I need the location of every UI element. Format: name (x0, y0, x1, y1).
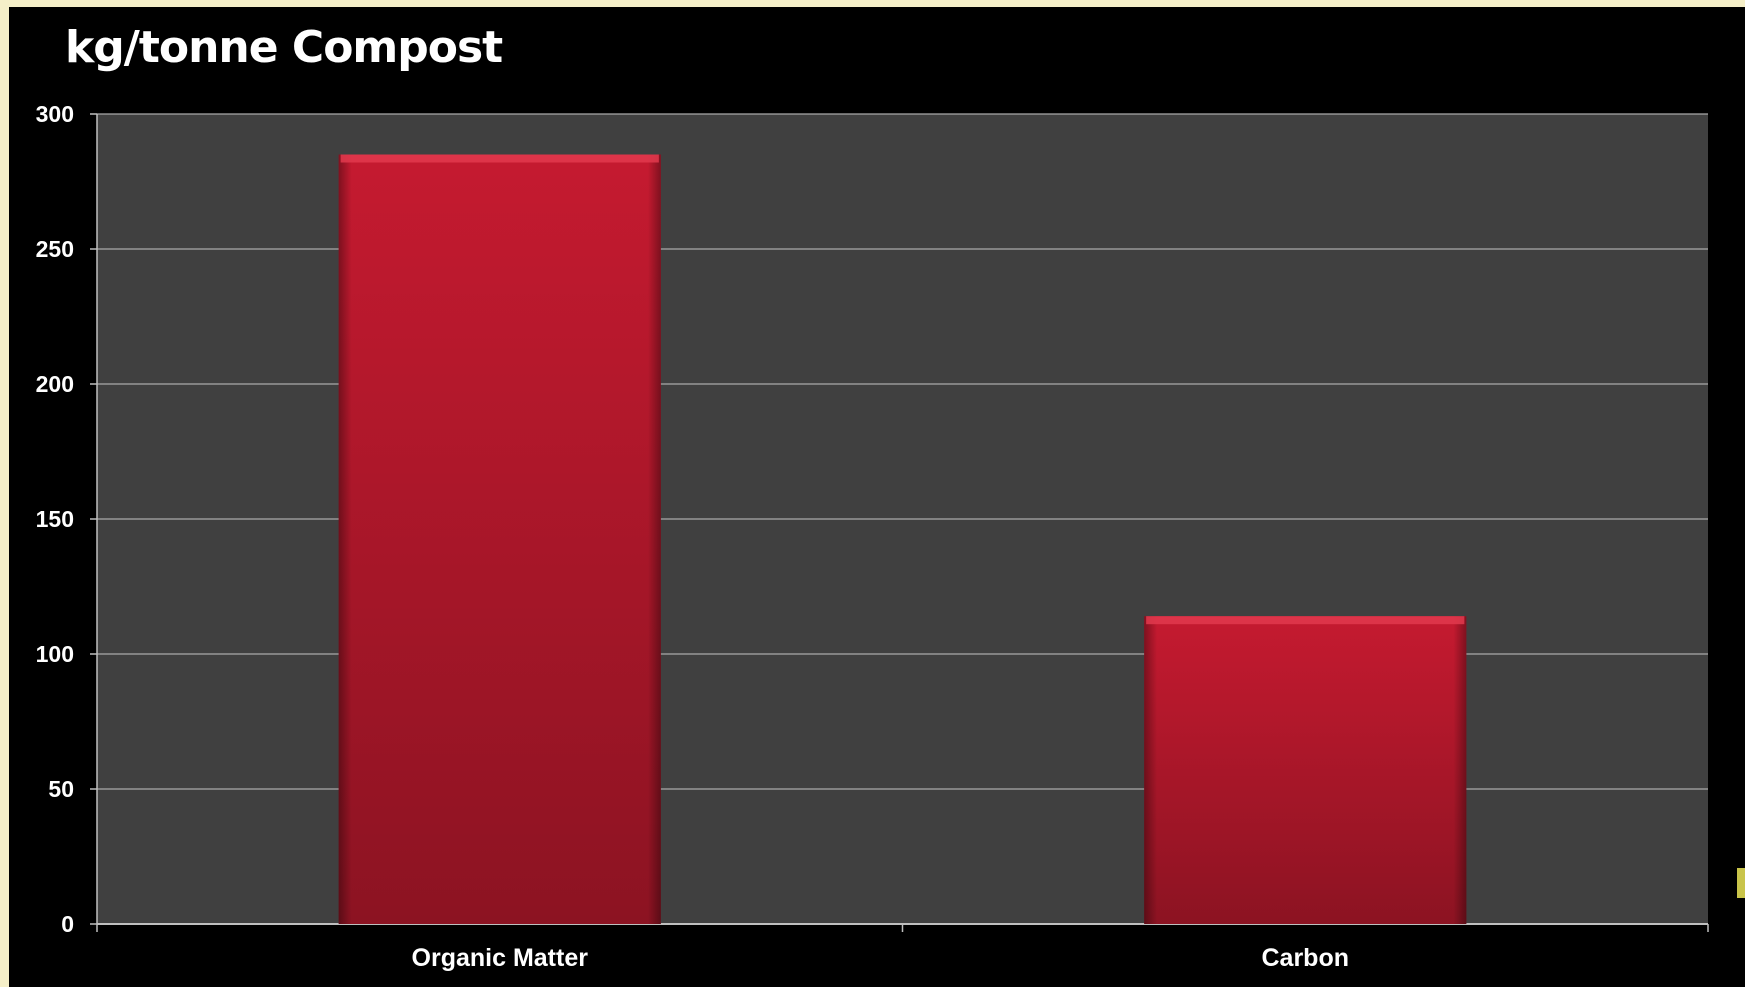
bar-highlight (1146, 616, 1465, 625)
bar-shading (1144, 616, 1467, 924)
y-tick-label: 50 (48, 776, 74, 802)
bar-highlight (340, 154, 659, 163)
y-tick-label: 200 (36, 371, 74, 397)
y-tick-label: 250 (36, 236, 74, 262)
chart-title: kg/tonne Compost (65, 22, 503, 73)
bar-shading (338, 154, 661, 924)
bar-carbon (1144, 616, 1467, 924)
y-tick-label: 100 (36, 641, 74, 667)
y-tick-label: 0 (61, 911, 74, 937)
x-tick-label: Organic Matter (412, 944, 589, 972)
y-tick-label: 150 (36, 506, 74, 532)
x-tick-label: Carbon (1262, 944, 1350, 972)
bar-organic-matter (338, 154, 661, 924)
axis-labels: 0 50 100 150 200 250 300 Organic Matter Carbon (36, 101, 1349, 972)
bars (338, 154, 1467, 924)
corner-accent (1737, 868, 1745, 898)
y-tick-label: 300 (36, 101, 74, 127)
